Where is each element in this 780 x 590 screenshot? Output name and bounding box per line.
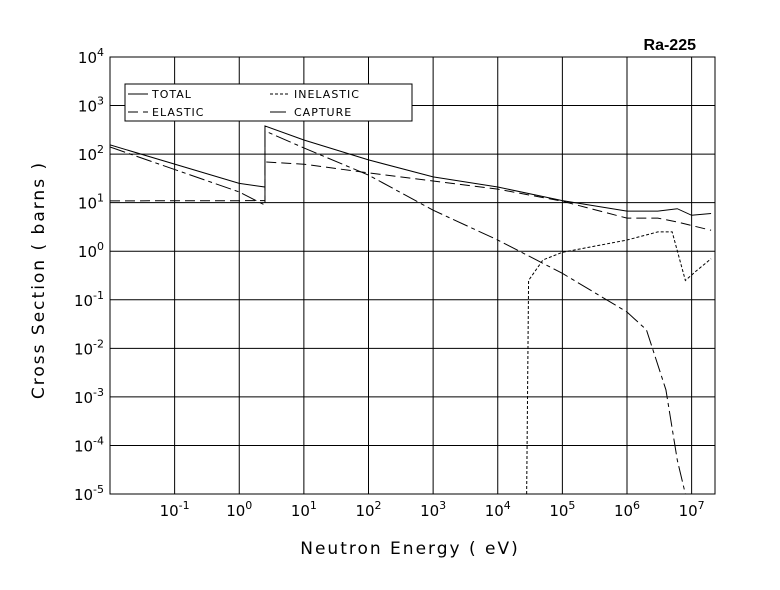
x-tick-label: 101	[291, 499, 317, 520]
series-line	[110, 125, 712, 216]
x-tick-label: 100	[226, 499, 252, 520]
legend-box	[124, 83, 413, 122]
y-tick-label: 100	[78, 240, 104, 261]
y-tick-label: 102	[78, 143, 104, 164]
legend-label: INELASTIC	[294, 88, 360, 101]
series-line	[110, 130, 686, 494]
y-tick-label: 10-5	[74, 483, 104, 504]
chart-title: Ra-225	[644, 37, 697, 54]
x-tick-label: 107	[679, 499, 705, 520]
series-line	[526, 231, 712, 494]
x-tick-label: 102	[355, 499, 381, 520]
x-tick-label: 10-1	[160, 499, 190, 520]
y-tick-label: 10-1	[74, 289, 104, 310]
plot-frame	[109, 56, 716, 495]
x-tick-label: 104	[485, 499, 511, 520]
y-tick-label: 10-3	[74, 386, 104, 407]
legend-label: TOTAL	[151, 88, 192, 101]
y-axis-title: Cross Section ( barns )	[29, 161, 49, 399]
legend-label: CAPTURE	[294, 106, 352, 119]
series-group	[110, 125, 712, 494]
x-axis-title: Neutron Energy ( eV)	[300, 539, 520, 559]
y-tick-label: 10-2	[74, 337, 104, 358]
x-tick-label: 105	[549, 499, 575, 520]
y-tick-label: 103	[78, 95, 104, 116]
y-tick-label: 101	[78, 192, 104, 213]
x-tick-label: 106	[614, 499, 640, 520]
y-tick-label: 10-4	[74, 434, 104, 455]
legend-label: ELASTIC	[152, 106, 204, 119]
y-tick-label: 104	[78, 46, 104, 67]
x-tick-label: 103	[420, 499, 446, 520]
